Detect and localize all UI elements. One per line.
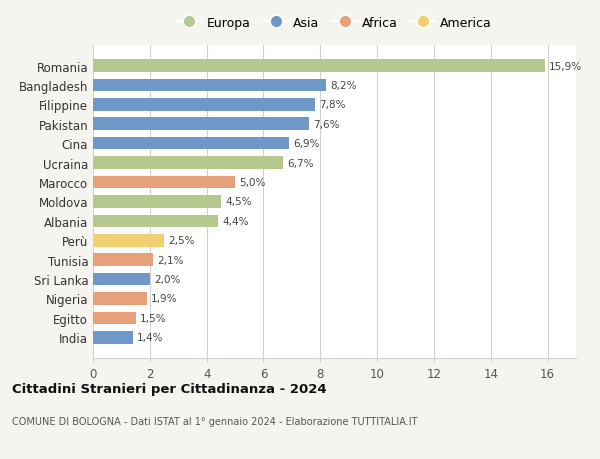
Text: 4,4%: 4,4% xyxy=(222,216,249,226)
Text: 15,9%: 15,9% xyxy=(549,62,582,71)
Bar xyxy=(93,292,147,305)
Bar xyxy=(93,176,235,189)
Text: 6,9%: 6,9% xyxy=(293,139,320,149)
Bar xyxy=(93,118,309,131)
Bar xyxy=(93,196,221,208)
Text: 7,6%: 7,6% xyxy=(313,119,340,129)
Text: 1,5%: 1,5% xyxy=(140,313,166,323)
Text: 7,8%: 7,8% xyxy=(319,100,346,110)
Text: 4,5%: 4,5% xyxy=(225,197,251,207)
Text: 2,5%: 2,5% xyxy=(168,236,195,246)
Bar xyxy=(93,215,218,228)
Bar xyxy=(93,138,289,150)
Bar xyxy=(93,331,133,344)
Bar xyxy=(93,273,150,286)
Text: 5,0%: 5,0% xyxy=(239,178,266,188)
Text: COMUNE DI BOLOGNA - Dati ISTAT al 1° gennaio 2024 - Elaborazione TUTTITALIA.IT: COMUNE DI BOLOGNA - Dati ISTAT al 1° gen… xyxy=(12,417,418,426)
Text: Cittadini Stranieri per Cittadinanza - 2024: Cittadini Stranieri per Cittadinanza - 2… xyxy=(12,382,326,396)
Text: 1,4%: 1,4% xyxy=(137,333,164,342)
Bar xyxy=(93,60,545,73)
Bar xyxy=(93,157,283,169)
Bar xyxy=(93,254,152,266)
Text: 8,2%: 8,2% xyxy=(330,81,357,91)
Text: 2,0%: 2,0% xyxy=(154,274,181,285)
Text: 6,7%: 6,7% xyxy=(287,158,314,168)
Text: 1,9%: 1,9% xyxy=(151,294,178,304)
Text: 2,1%: 2,1% xyxy=(157,255,184,265)
Legend: Europa, Asia, Africa, America: Europa, Asia, Africa, America xyxy=(172,11,497,34)
Bar xyxy=(93,312,136,325)
Bar xyxy=(93,235,164,247)
Bar xyxy=(93,79,326,92)
Bar xyxy=(93,99,314,112)
